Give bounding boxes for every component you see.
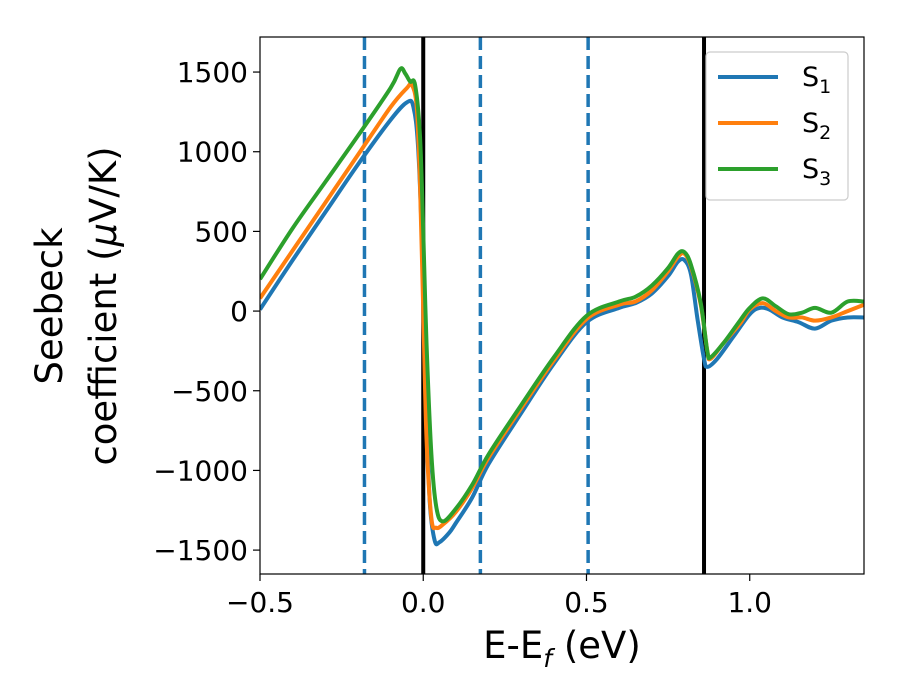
legend-box xyxy=(705,51,849,201)
y-axis-label: Seebeck coefficient (μV/K) xyxy=(28,146,125,465)
x-tick-label: 0.5 xyxy=(564,586,609,619)
y-tick-label: 1500 xyxy=(177,56,248,89)
plot-frame xyxy=(259,36,865,575)
series-line-s3 xyxy=(260,66,864,524)
legend-label-s2: S2 xyxy=(802,108,831,144)
legend-label-s3: S3 xyxy=(802,154,831,190)
x-tick-label: 1.0 xyxy=(727,586,772,619)
y-axis-label-line1: Seebeck xyxy=(28,227,71,385)
y-tick-label: −1500 xyxy=(153,534,248,567)
legend-label-s1: S1 xyxy=(802,62,831,98)
y-tick-label: 0 xyxy=(230,295,248,328)
x-tick-label: 0.0 xyxy=(401,586,446,619)
y-tick-label: −500 xyxy=(171,375,248,408)
x-axis-ticks: −0.5 0.0 0.5 1.0 xyxy=(226,574,772,619)
y-axis-label-line2: coefficient (μV/K) xyxy=(82,146,125,465)
y-tick-label: 1000 xyxy=(177,136,248,169)
x-tick-label: −0.5 xyxy=(226,586,294,619)
series-lines xyxy=(260,66,864,547)
legend: S1 S2 S3 xyxy=(705,51,849,201)
x-axis-label: E-Ef (eV) xyxy=(483,624,641,673)
y-axis-ticks: 1500 1000 500 0 −500 −1000 −1500 xyxy=(153,56,260,567)
y-tick-label: −1000 xyxy=(153,454,248,487)
y-tick-label: 500 xyxy=(195,215,248,248)
